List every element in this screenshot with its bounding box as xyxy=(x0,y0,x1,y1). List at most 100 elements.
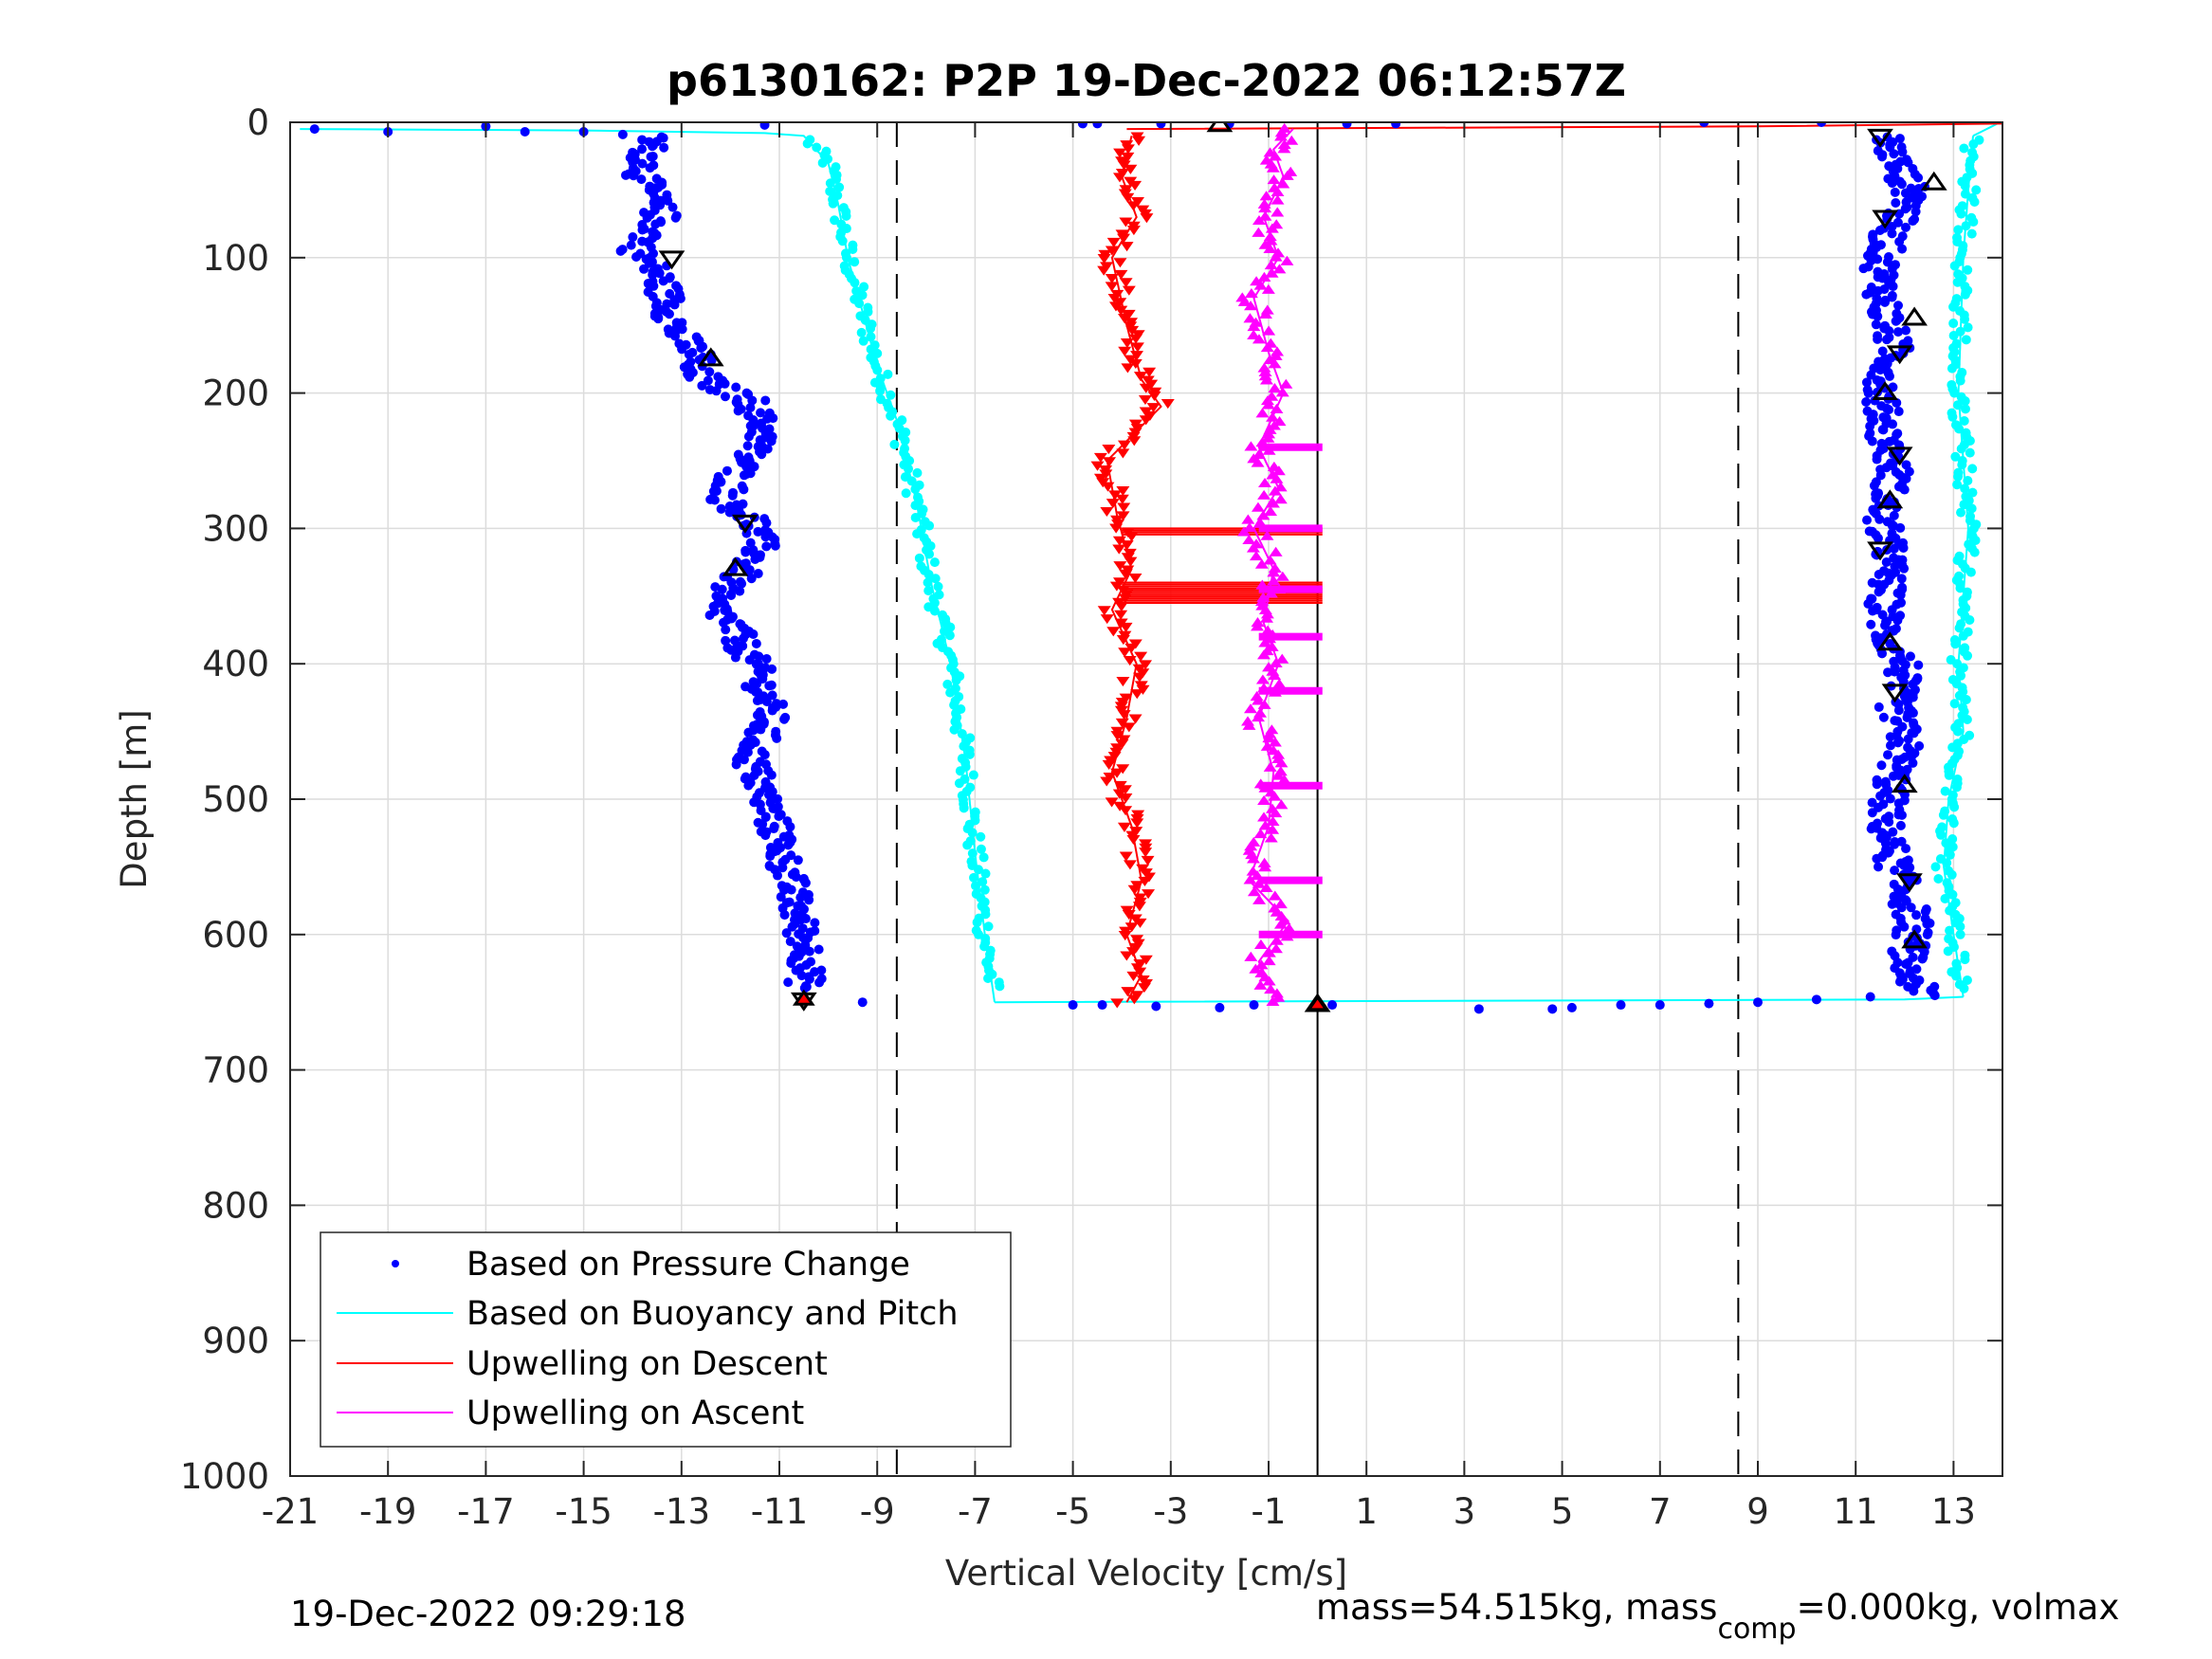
pressure-point xyxy=(796,971,807,981)
buoyancy-point xyxy=(863,306,873,317)
pressure-point xyxy=(1874,702,1884,712)
pressure-point xyxy=(745,403,756,413)
pressure-point xyxy=(1881,556,1892,567)
buoyancy-point xyxy=(1951,338,1962,349)
ascent-point xyxy=(1253,829,1268,839)
ascent-point xyxy=(1244,951,1258,961)
ascent-point xyxy=(1273,766,1288,776)
pressure-point xyxy=(810,918,820,928)
buoyancy-point xyxy=(858,336,868,346)
x-tick-label: 3 xyxy=(1453,1491,1476,1532)
buoyancy-point xyxy=(933,581,943,592)
x-tick-label: -9 xyxy=(860,1491,895,1532)
buoyancy-point xyxy=(1947,814,1958,824)
ascent-point xyxy=(1261,625,1275,635)
pressure-point xyxy=(1866,619,1876,629)
buoyancy-point xyxy=(850,257,860,267)
descent-point xyxy=(1106,627,1121,637)
pressure-point xyxy=(646,152,656,162)
pressure-point xyxy=(1901,844,1911,854)
pressure-point xyxy=(761,541,772,552)
pressure-point xyxy=(670,331,681,341)
pressure-point xyxy=(1890,866,1900,876)
pressure-outlier-point xyxy=(1249,1000,1259,1011)
descent-point xyxy=(1124,556,1138,567)
descent-point xyxy=(1119,622,1133,632)
buoyancy-point xyxy=(929,557,940,568)
buoyancy-point xyxy=(812,142,822,153)
pressure-point xyxy=(1873,533,1883,543)
ascent-point xyxy=(1265,641,1279,651)
x-tick-label: -7 xyxy=(958,1491,993,1532)
buoyancy-point xyxy=(1947,790,1958,800)
pressure-point xyxy=(760,395,771,406)
pressure-point xyxy=(1867,808,1877,818)
pressure-point xyxy=(637,225,648,235)
buoyancy-point xyxy=(1959,143,1969,154)
pressure-point xyxy=(778,699,789,709)
buoyancy-point xyxy=(866,323,876,334)
pressure-point xyxy=(757,449,767,460)
pressure-point xyxy=(1873,285,1883,296)
descent-point xyxy=(1114,305,1128,316)
pressure-point xyxy=(1897,244,1908,254)
footer-mass-suffix: =0.000kg, volmax xyxy=(1797,1587,2120,1628)
descent-point xyxy=(1133,967,1147,977)
descent-point xyxy=(1105,282,1119,292)
descent-point xyxy=(1137,983,1151,994)
ascent-point xyxy=(1262,956,1276,966)
buoyancy-point xyxy=(1953,269,1964,280)
pressure-point xyxy=(1896,902,1907,913)
x-axis-label: Vertical Velocity [cm/s] xyxy=(945,1553,1347,1594)
pressure-point xyxy=(765,851,776,862)
pressure-point xyxy=(760,532,771,542)
descent-point xyxy=(1113,561,1127,572)
pressure-point xyxy=(1887,228,1897,239)
pressure-point xyxy=(1899,563,1910,574)
descent-point xyxy=(1143,367,1157,377)
buoyancy-point xyxy=(923,586,934,596)
ascent-point xyxy=(1267,575,1281,586)
y-tick-label: 0 xyxy=(247,102,269,143)
pressure-point xyxy=(727,490,738,501)
turn-marker xyxy=(1872,381,1899,401)
pressure-point xyxy=(761,518,772,528)
pressure-point xyxy=(704,367,715,377)
pressure-point xyxy=(1892,615,1903,626)
ascent-point xyxy=(1255,674,1270,684)
pressure-point xyxy=(786,958,796,969)
pressure-point xyxy=(1899,921,1910,932)
turn-marker xyxy=(1867,128,1893,148)
y-tick-label: 1000 xyxy=(180,1456,269,1497)
descent-point xyxy=(1122,285,1136,296)
buoyancy-point xyxy=(837,236,848,246)
buoyancy-line xyxy=(1972,122,1999,137)
pressure-outlier-point xyxy=(1811,994,1821,1005)
pressure-point xyxy=(761,697,772,707)
pressure-point xyxy=(1895,820,1906,830)
pressure-point xyxy=(747,395,758,406)
descent-point xyxy=(1141,855,1155,866)
pressure-outlier-point xyxy=(1068,1000,1078,1011)
ascent-point xyxy=(1271,247,1286,258)
footer-timestamp: 19-Dec-2022 09:29:18 xyxy=(290,1594,686,1634)
ascent-point xyxy=(1253,939,1268,950)
descent-point xyxy=(1126,947,1141,957)
ascent-point xyxy=(1253,707,1268,718)
buoyancy-point xyxy=(912,529,923,539)
ascent-point xyxy=(1272,678,1287,688)
pressure-point xyxy=(791,872,801,883)
buoyancy-point xyxy=(1960,643,1970,653)
ascent-point xyxy=(1273,899,1288,909)
pressure-point xyxy=(704,610,715,620)
ascent-point xyxy=(1273,494,1288,504)
pressure-point xyxy=(1883,667,1893,678)
ascent-point xyxy=(1266,498,1280,508)
pressure-point xyxy=(1900,204,1910,214)
pressure-point xyxy=(716,503,726,514)
ascent-point xyxy=(1267,174,1281,185)
pressure-point xyxy=(1861,289,1872,300)
pressure-point xyxy=(770,540,780,551)
pressure-point xyxy=(1884,371,1894,381)
pressure-point xyxy=(1869,481,1879,491)
